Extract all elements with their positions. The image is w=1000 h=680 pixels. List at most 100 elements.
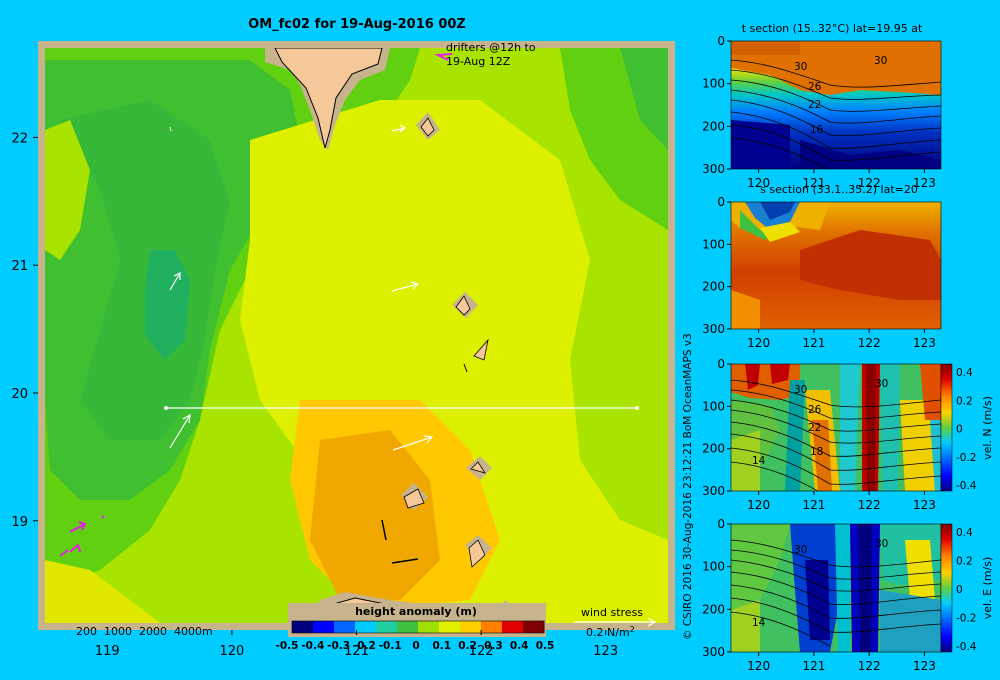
colorbar-swatch: [334, 621, 356, 633]
s-section-title: s section (33.1..35.2) lat=20: [760, 183, 918, 196]
colorbar-swatch: [481, 621, 503, 633]
velocity-colorbar-tick-label: 0.4: [956, 367, 973, 379]
colorbar-swatch: [313, 621, 335, 633]
velocity-colorbar-tick-label: -0.2: [956, 613, 977, 625]
section-x-tick-label: 120: [747, 659, 770, 673]
section-x-tick-label: 121: [802, 659, 825, 673]
section-x-tick-label: 121: [802, 176, 825, 190]
velocity-colorbar-tick-label: -0.2: [956, 452, 977, 464]
section-x-tick-label: 123: [913, 659, 936, 673]
colorbar-swatch: [355, 621, 377, 633]
wind-legend: wind stress 0.2 N/m2: [574, 606, 657, 639]
map-y-tick-label: 20: [11, 387, 28, 402]
map-y-tick-label: 21: [11, 259, 28, 274]
colorbar-tick-label: -0.3: [327, 640, 350, 652]
map-x-tick-label: 119: [95, 644, 120, 659]
map-y-tick-label: 22: [11, 131, 28, 146]
colorbar-swatch: [292, 621, 314, 633]
colorbar-tick-label: 0.2: [458, 640, 477, 652]
wind-label: wind stress: [581, 606, 643, 619]
section-x-tick-label: 123: [913, 176, 936, 190]
map-x-ticks: 119 120 121 122 123: [95, 630, 618, 659]
vn-contour-label: 22: [808, 422, 821, 434]
colorbar-swatch: [397, 621, 419, 633]
height-anomaly-field: [45, 48, 668, 623]
section-y-tick-label: 100: [702, 237, 725, 251]
velocity-colorbar-tick-label: -0.4: [956, 641, 977, 653]
section-y-tick-label: 100: [702, 560, 725, 574]
colorbar-tick-label: 0.4: [510, 640, 529, 652]
ve-section-panel: 30 30 14 120 121 122 123 0 100 200 300 0.4 0.2 0 -…: [702, 517, 994, 673]
drifter-note-line2: 19-Aug 12Z: [446, 55, 511, 68]
height-colorbar: height anomaly (m) -0.5 -0.4 -0.3 -0.2 -0.1 0…: [276, 603, 555, 652]
section-x-tick-label: 120: [747, 498, 770, 512]
colorbar-swatch: [460, 621, 482, 633]
vn-colorbar-label: vel. N (m/s): [981, 396, 994, 460]
colorbar-tick-label: 0.1: [432, 640, 451, 652]
section-line: [164, 406, 639, 410]
credit-text: © CSIRO 2016 30-Aug-2016 23:12:21 BoM Oc…: [682, 333, 694, 640]
map-panel: OM_fc02 for 19-Aug-2016 00Z: [11, 17, 675, 659]
colorbar-tick-label: -0.5: [276, 640, 299, 652]
drifter-tracks: [59, 53, 453, 557]
ve-colorbar-label: vel. E (m/s): [981, 557, 994, 620]
section-y-tick-label: 100: [702, 77, 725, 91]
vn-section-panel: 30 30 26 22 18 14 120 121 122 123 0 100 200 300…: [702, 357, 994, 512]
section-y-tick-label: 200: [702, 119, 725, 133]
section-y-tick-label: 300: [702, 162, 725, 176]
colorbar-swatch: [376, 621, 398, 633]
colorbar-title: height anomaly (m): [355, 605, 477, 618]
svg-text:0.2 N/m2: 0.2 N/m2: [586, 625, 635, 639]
vn-contour-label: 26: [808, 404, 822, 416]
t-section-panel: t section (15..32°C) lat=19.95 at 30 30 …: [702, 22, 942, 190]
section-x-tick-label: 122: [858, 659, 881, 673]
map-y-tick-label: 19: [11, 515, 28, 530]
map-x-tick-label: 121: [344, 644, 369, 659]
section-y-tick-label: 300: [702, 484, 725, 498]
colorbar-tick-label: 0.3: [484, 640, 503, 652]
section-x-tick-label: 120: [747, 336, 770, 350]
wind-arrows: [169, 124, 434, 451]
wind-scale: 0.2 N/m: [586, 626, 630, 639]
velocity-colorbar-tick-label: 0.4: [956, 527, 973, 539]
colorbar-tick-label: -0.4: [301, 640, 324, 652]
colorbar-tick-label: -0.2: [353, 640, 376, 652]
section-x-tick-label: 123: [913, 336, 936, 350]
section-x-tick-label: 120: [747, 176, 770, 190]
colorbar-tick-label: 0.5: [536, 640, 555, 652]
section-y-tick-label: 300: [702, 322, 725, 336]
colorbar-tick-label: -0.1: [379, 640, 402, 652]
vn-contour-label: 14: [752, 455, 766, 467]
wind-scale-sup: 2: [630, 625, 635, 634]
map-x-tick-label: 120: [219, 644, 244, 659]
section-y-tick-label: 200: [702, 442, 725, 456]
t-contour-label: 30: [794, 61, 807, 73]
section-y-tick-label: 200: [702, 602, 725, 616]
section-x-tick-label: 121: [802, 336, 825, 350]
colorbar-swatch: [439, 621, 461, 633]
map-x-tick-label: 122: [469, 644, 494, 659]
vn-contour-label: 30: [794, 384, 807, 396]
section-x-tick-label: 122: [858, 336, 881, 350]
ve-contour-label: 14: [752, 617, 766, 629]
velocity-colorbar-tick-label: -0.4: [956, 480, 977, 492]
vn-contour-label: 18: [810, 446, 823, 458]
ve-colorbar: [940, 523, 953, 653]
velocity-colorbar-tick-label: 0: [956, 424, 963, 436]
t-section-title: t section (15..32°C) lat=19.95 at: [742, 22, 923, 35]
t-contour-label: 22: [808, 99, 821, 111]
ve-contour-label: 30: [875, 538, 888, 550]
section-y-tick-label: 0: [717, 357, 725, 371]
t-contour-label: 16: [810, 124, 824, 136]
section-x-tick-label: 122: [858, 498, 881, 512]
colorbar-swatch: [418, 621, 440, 633]
section-x-tick-label: 123: [913, 498, 936, 512]
map-y-ticks: 19 20 21 22: [11, 131, 38, 530]
colorbar-swatch: [523, 621, 545, 633]
ve-contour-label: 30: [794, 544, 807, 556]
vn-colorbar: [940, 363, 953, 492]
velocity-colorbar-tick-label: 0.2: [956, 556, 973, 568]
section-y-tick-label: 0: [717, 34, 725, 48]
drifter-note-line1: drifters @12h to: [446, 41, 536, 54]
